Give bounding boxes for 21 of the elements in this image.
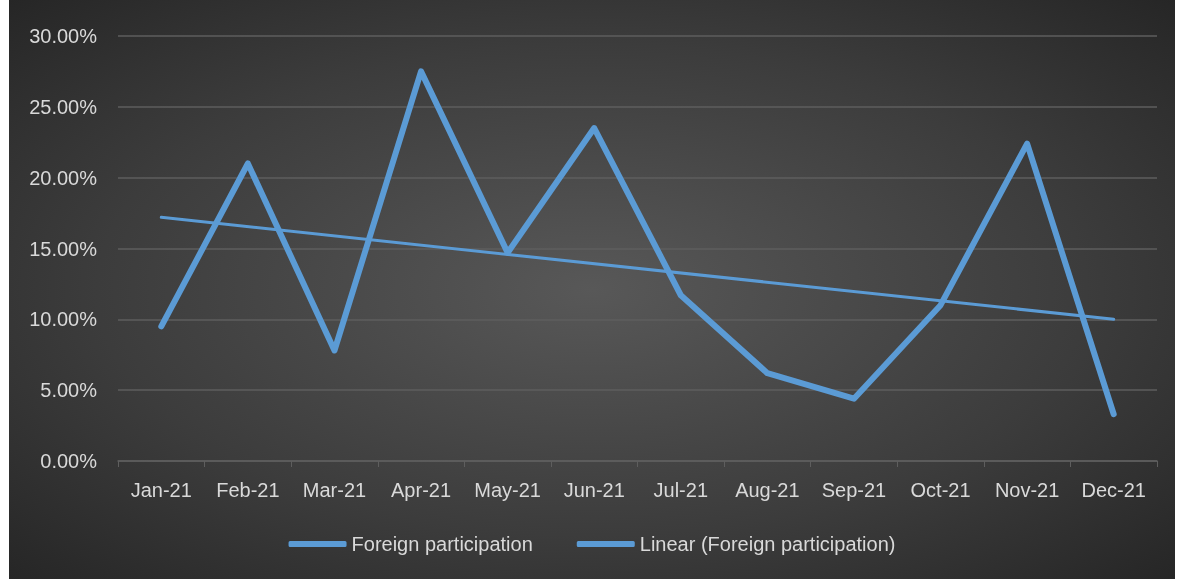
x-tick-label: Jul-21	[653, 479, 709, 501]
x-tick-label: May-21	[474, 479, 541, 501]
x-tick-label: Dec-21	[1081, 479, 1146, 501]
y-tick-label: 0.00%	[40, 450, 98, 472]
x-tick-label: Apr-21	[391, 479, 452, 501]
x-tick-label: Oct-21	[910, 479, 971, 501]
x-tick-label: Jan-21	[130, 479, 192, 501]
x-tick-label: Mar-21	[302, 479, 367, 501]
x-tick-label: Nov-21	[994, 479, 1060, 501]
y-tick-label: 25.00%	[29, 95, 98, 118]
legend-label: Foreign participation	[351, 533, 533, 555]
x-tick-label: Sep-21	[821, 479, 887, 501]
y-tick-label: 5.00%	[40, 379, 98, 402]
x-tick-label: Feb-21	[216, 479, 280, 501]
legend-label: Linear (Foreign participation)	[639, 533, 896, 555]
x-tick-label: Aug-21	[735, 479, 800, 501]
x-tick-label: Jun-21	[563, 479, 625, 501]
y-tick-label: 15.00%	[29, 237, 98, 260]
y-tick-label: 30.00%	[29, 25, 98, 47]
y-tick-label: 20.00%	[29, 166, 98, 189]
y-tick-label: 10.00%	[29, 308, 98, 331]
